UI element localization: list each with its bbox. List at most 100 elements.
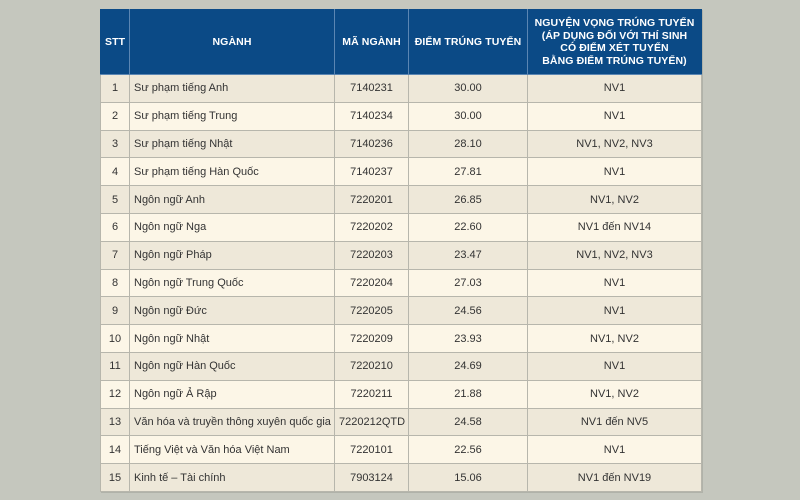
cell-nganh: Ngôn ngữ Nhật [129, 324, 335, 353]
cell-nguyen-vong: NV1 [527, 296, 702, 326]
table-row: 3 Sư phạm tiếng Nhật 7140236 28.10 NV1, … [100, 129, 702, 159]
cell-ma-nganh: 7220205 [334, 296, 409, 326]
cell-stt: 11 [100, 351, 130, 381]
cell-diem: 22.56 [408, 435, 528, 465]
cell-stt: 13 [100, 407, 130, 437]
cell-stt: 4 [100, 157, 130, 187]
table-row: 7 Ngôn ngữ Pháp 7220203 23.47 NV1, NV2, … [100, 240, 702, 270]
cell-diem: 30.00 [408, 74, 528, 103]
cell-nguyen-vong: NV1 đến NV5 [527, 407, 702, 437]
cell-stt: 15 [100, 463, 130, 492]
cell-nguyen-vong: NV1 [527, 157, 702, 187]
cell-nganh: Sư phạm tiếng Nhật [129, 129, 335, 159]
cell-diem: 22.60 [408, 212, 528, 242]
cell-stt: 7 [100, 240, 130, 270]
header-nguyen-vong: NGUYỆN VỌNG TRÚNG TUYỂN (ÁP DỤNG ĐỐI VỚI… [527, 9, 702, 75]
cell-ma-nganh: 7220210 [334, 351, 409, 381]
header-stt: STT [100, 9, 130, 75]
admission-scores-table: STT NGÀNH MÃ NGÀNH ĐIỂM TRÚNG TUYỂN NGUY… [100, 9, 702, 492]
cell-nguyen-vong: NV1, NV2 [527, 379, 702, 409]
admission-scores-table-container: STT NGÀNH MÃ NGÀNH ĐIỂM TRÚNG TUYỂN NGUY… [100, 9, 702, 492]
header-nganh: NGÀNH [129, 9, 335, 75]
cell-nguyen-vong: NV1, NV2 [527, 185, 702, 214]
cell-nganh: Tiếng Việt và Văn hóa Việt Nam [129, 435, 335, 465]
cell-stt: 2 [100, 101, 130, 131]
cell-nganh: Ngôn ngữ Trung Quốc [129, 268, 335, 298]
cell-stt: 14 [100, 435, 130, 465]
cell-nganh: Sư phạm tiếng Hàn Quốc [129, 157, 335, 187]
cell-nganh: Ngôn ngữ Pháp [129, 240, 335, 270]
cell-ma-nganh: 7140234 [334, 101, 409, 131]
table-row: 11 Ngôn ngữ Hàn Quốc 7220210 24.69 NV1 [100, 351, 702, 381]
cell-nganh: Kinh tế – Tài chính [129, 463, 335, 492]
table-row: 4 Sư phạm tiếng Hàn Quốc 7140237 27.81 N… [100, 157, 702, 187]
table-body: 1 Sư phạm tiếng Anh 7140231 30.00 NV1 2 … [100, 74, 702, 492]
cell-nguyen-vong: NV1 đến NV19 [527, 463, 702, 492]
header-nguyen-vong-line: (ÁP DỤNG ĐỐI VỚI THÍ SINH [541, 29, 688, 42]
table-row: 10 Ngôn ngữ Nhật 7220209 23.93 NV1, NV2 [100, 324, 702, 353]
cell-nganh: Sư phạm tiếng Anh [129, 74, 335, 103]
table-row: 8 Ngôn ngữ Trung Quốc 7220204 27.03 NV1 [100, 268, 702, 298]
cell-nguyen-vong: NV1 [527, 268, 702, 298]
cell-nganh: Văn hóa và truyền thông xuyên quốc gia [129, 407, 335, 437]
header-nguyen-vong-line: NGUYỆN VỌNG TRÚNG TUYỂN [534, 17, 695, 29]
table-row: 15 Kinh tế – Tài chính 7903124 15.06 NV1… [100, 463, 702, 492]
cell-nganh: Sư phạm tiếng Trung [129, 101, 335, 131]
table-row: 2 Sư phạm tiếng Trung 7140234 30.00 NV1 [100, 101, 702, 131]
table-row: 13 Văn hóa và truyền thông xuyên quốc gi… [100, 407, 702, 437]
cell-stt: 5 [100, 185, 130, 214]
cell-nganh: Ngôn ngữ Hàn Quốc [129, 351, 335, 381]
cell-stt: 1 [100, 74, 130, 103]
cell-ma-nganh: 7140237 [334, 157, 409, 187]
cell-ma-nganh: 7220211 [334, 379, 409, 409]
cell-nganh: Ngôn ngữ Anh [129, 185, 335, 214]
cell-diem: 23.93 [408, 324, 528, 353]
cell-ma-nganh: 7220204 [334, 268, 409, 298]
cell-ma-nganh: 7903124 [334, 463, 409, 492]
cell-diem: 27.03 [408, 268, 528, 298]
cell-nganh: Ngôn ngữ Đức [129, 296, 335, 326]
cell-nguyen-vong: NV1 [527, 101, 702, 131]
cell-diem: 15.06 [408, 463, 528, 492]
cell-ma-nganh: 7220101 [334, 435, 409, 465]
cell-nguyen-vong: NV1 [527, 74, 702, 103]
cell-nguyen-vong: NV1 đến NV14 [527, 212, 702, 242]
header-nguyen-vong-line: CÓ ĐIỂM XÉT TUYỂN [560, 42, 669, 54]
cell-stt: 6 [100, 212, 130, 242]
cell-ma-nganh: 7220212QTD [334, 407, 409, 437]
cell-diem: 21.88 [408, 379, 528, 409]
cell-diem: 28.10 [408, 129, 528, 159]
cell-nganh: Ngôn ngữ Nga [129, 212, 335, 242]
cell-nguyen-vong: NV1 [527, 435, 702, 465]
cell-stt: 3 [100, 129, 130, 159]
table-row: 5 Ngôn ngữ Anh 7220201 26.85 NV1, NV2 [100, 185, 702, 214]
cell-stt: 9 [100, 296, 130, 326]
table-row: 9 Ngôn ngữ Đức 7220205 24.56 NV1 [100, 296, 702, 326]
cell-ma-nganh: 7140236 [334, 129, 409, 159]
table-row: 1 Sư phạm tiếng Anh 7140231 30.00 NV1 [100, 74, 702, 103]
cell-ma-nganh: 7220201 [334, 185, 409, 214]
cell-diem: 24.56 [408, 296, 528, 326]
cell-diem: 27.81 [408, 157, 528, 187]
cell-stt: 12 [100, 379, 130, 409]
table-row: 14 Tiếng Việt và Văn hóa Việt Nam 722010… [100, 435, 702, 465]
header-diem-trung-tuyen: ĐIỂM TRÚNG TUYỂN [408, 9, 528, 75]
cell-stt: 8 [100, 268, 130, 298]
cell-nguyen-vong: NV1 [527, 351, 702, 381]
cell-diem: 23.47 [408, 240, 528, 270]
cell-stt: 10 [100, 324, 130, 353]
table-row: 6 Ngôn ngữ Nga 7220202 22.60 NV1 đến NV1… [100, 212, 702, 242]
cell-diem: 24.58 [408, 407, 528, 437]
cell-diem: 26.85 [408, 185, 528, 214]
cell-nguyen-vong: NV1, NV2, NV3 [527, 240, 702, 270]
header-ma-nganh: MÃ NGÀNH [334, 9, 409, 75]
header-nguyen-vong-line: BẰNG ĐIỂM TRÚNG TUYỂN) [542, 54, 687, 67]
cell-ma-nganh: 7220203 [334, 240, 409, 270]
cell-ma-nganh: 7140231 [334, 74, 409, 103]
cell-diem: 30.00 [408, 101, 528, 131]
cell-ma-nganh: 7220202 [334, 212, 409, 242]
cell-nganh: Ngôn ngữ Ả Rập [129, 379, 335, 409]
table-row: 12 Ngôn ngữ Ả Rập 7220211 21.88 NV1, NV2 [100, 379, 702, 409]
cell-nguyen-vong: NV1, NV2, NV3 [527, 129, 702, 159]
cell-nguyen-vong: NV1, NV2 [527, 324, 702, 353]
